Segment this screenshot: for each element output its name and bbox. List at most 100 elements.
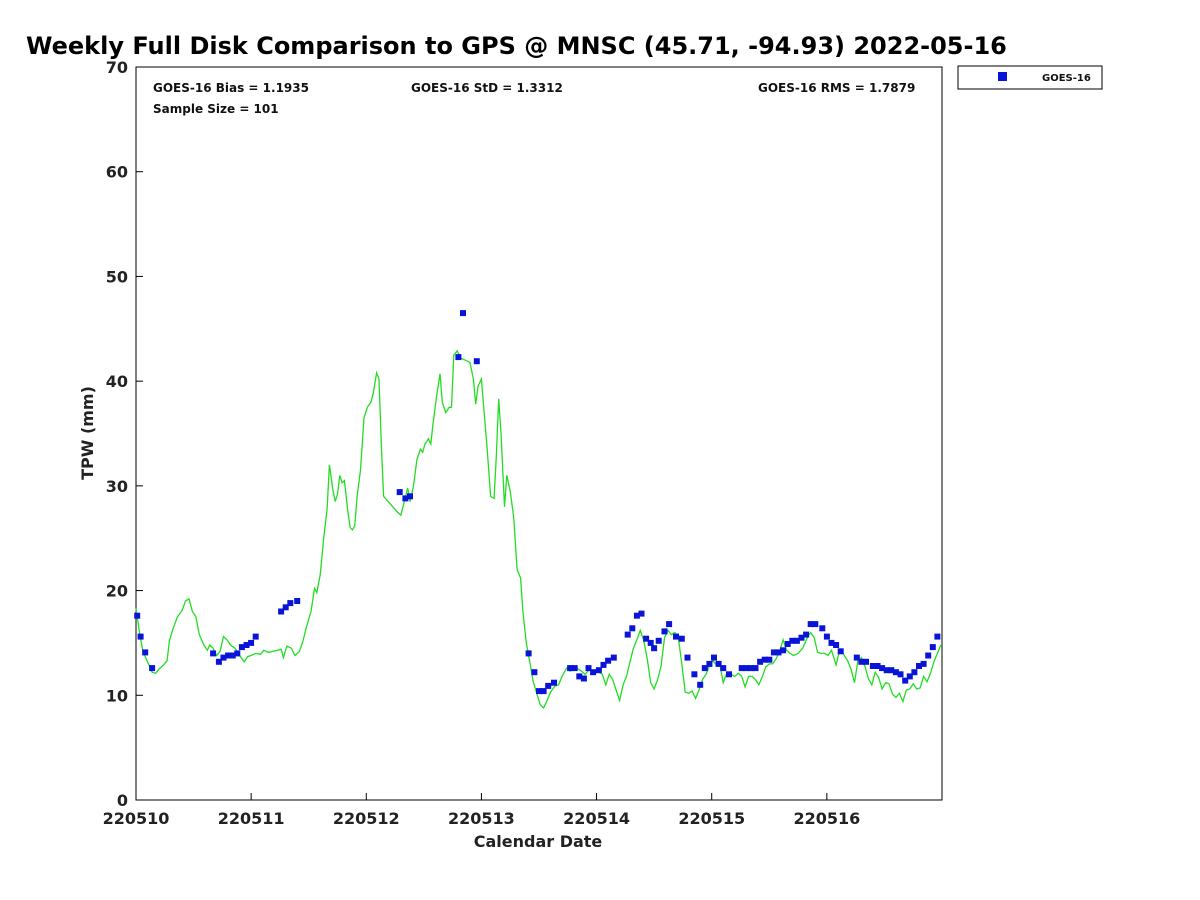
goes16-data-point [902,677,909,684]
goes16-data-point [402,495,409,502]
goes16-data-point [874,663,881,669]
goes16-data-point [661,628,668,635]
x-axis: 220510 220511 220512 220513 220514 220515 2205… [103,793,860,828]
goes16-data-point [545,682,552,689]
goes16-data-point [916,663,922,669]
goes16-series [134,310,941,695]
goes16-data-point [828,639,835,646]
goes16-data-point [525,650,532,657]
goes16-data-point [752,665,759,672]
x-tick-label: 220512 [333,809,400,828]
legend-box [957,65,1103,90]
goes16-data-point [757,658,764,665]
goes16-data-point [215,658,222,665]
goes16-data-point [697,681,704,688]
y-tick-label: 70 [106,58,128,77]
chart-title: Weekly Full Disk Comparison to GPS @ MNS… [26,32,1007,60]
goes16-data-point [137,633,144,640]
goes16-data-point [590,669,597,676]
goes16-data-point [789,637,796,644]
goes16-data-point [595,667,602,674]
goes16-data-point [673,633,679,640]
goes16-data-point [460,310,466,317]
goes16-data-point [252,633,259,640]
y-tick-label: 40 [106,372,128,391]
goes16-data-point [540,688,547,695]
goes16-data-point [934,633,941,640]
goes16-data-point [248,639,255,646]
goes16-data-point [576,673,583,680]
goes16-data-point [610,654,617,661]
y-tick-label: 30 [106,477,128,496]
std-stat: GOES-16 StD = 1.3312 [411,81,563,95]
x-tick-label: 220514 [563,809,630,828]
goes16-data-point [585,665,592,672]
goes16-data-point [643,635,650,642]
goes16-data-point [647,639,654,646]
goes16-data-point [807,621,814,628]
goes16-data-point [888,667,895,674]
goes16-data-point [238,644,245,651]
goes16-data-point [711,654,717,661]
goes16-data-point [531,669,538,676]
goes16-data-point [869,663,876,669]
goes16-data-point [536,688,542,695]
goes16-data-point [819,625,826,632]
goes16-data-point [929,644,936,651]
goes16-data-point [142,649,149,656]
goes16-data-point [743,665,750,672]
goes16-data-point [229,652,236,659]
x-tick-label: 220516 [793,809,860,828]
goes16-data-point [571,665,578,672]
goes16-data-point [853,654,860,661]
goes16-data-point [473,358,480,365]
goes16-data-point [149,665,156,672]
goes16-data-point [691,671,698,678]
goes16-data-point [837,648,844,655]
y-tick-label: 50 [106,267,128,286]
goes16-data-point [906,673,913,680]
goes16-data-point [925,652,932,659]
goes16-data-point [629,625,636,632]
goes16-data-point [701,665,708,672]
goes16-data-point [803,631,810,638]
goes16-data-point [879,665,886,672]
goes16-data-point [775,649,782,656]
legend-marker-goes16 [998,72,1007,81]
goes16-data-point [605,657,612,664]
sample-size-stat: Sample Size = 101 [153,102,279,116]
goes16-data-point [655,637,662,644]
x-tick-label: 220511 [218,809,285,828]
goes16-data-point [715,660,722,667]
goes16-data-point [294,598,301,604]
y-tick-label: 20 [106,582,128,601]
goes16-data-point [220,654,227,661]
goes16-data-point [638,610,645,617]
goes16-data-point [720,665,727,672]
goes16-data-point [225,652,232,659]
bias-stat: GOES-16 Bias = 1.1935 [153,81,309,95]
goes16-data-point [407,493,413,500]
x-axis-label: Calendar Date [474,832,603,851]
goes16-data-point [234,650,241,657]
goes16-data-point [738,665,745,672]
legend-label-goes16: GOES-16 [1042,73,1091,84]
goes16-data-point [455,354,462,361]
goes16-data-point [770,649,777,656]
goes16-data-point [396,489,403,496]
legend: GOES-16 [957,65,1103,90]
goes16-data-point [278,608,285,615]
goes16-data-point [666,621,673,628]
goes16-data-point [858,658,865,665]
goes16-data-point [567,665,574,672]
goes16-data-point [678,635,685,642]
goes16-data-point [633,612,640,619]
goes16-data-point [897,671,904,678]
goes16-data-point [210,650,217,657]
goes16-data-point [651,645,658,652]
goes16-data-point [624,631,631,638]
goes16-data-point [600,661,607,668]
goes16-data-point [287,600,294,607]
y-axis-label: TPW (mm) [78,386,97,480]
